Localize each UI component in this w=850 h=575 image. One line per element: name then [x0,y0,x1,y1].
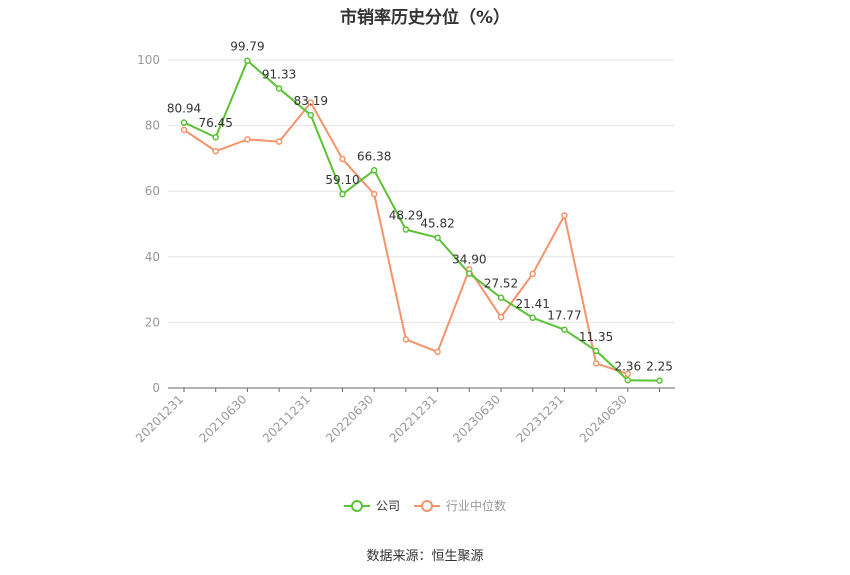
data-label-company: 2.36 [614,359,641,373]
y-axis-ticks: 0 20 40 60 80 100 [137,53,160,395]
grid-lines [168,59,675,323]
data-point-industry [244,136,251,143]
x-tick-label: 20221231 [387,392,440,445]
data-label-company: 17.77 [547,309,581,323]
data-point-industry [402,336,410,343]
data-point-company [656,377,663,384]
data-point-company [497,294,505,301]
data-point-industry [561,212,568,219]
data-label-company: 48.29 [389,209,423,223]
x-tick-label: 20240630 [577,392,630,445]
x-axis: 20201231 20210630 20211231 20220630 20221231… [133,387,675,445]
data-point-industry [212,147,219,155]
data-point-company [339,190,346,198]
x-tick-label: 20211231 [260,392,313,445]
data-point-company [624,377,632,384]
data-point-industry [339,155,346,163]
legend-label-company: 公司 [375,499,400,513]
series-line-company [183,59,660,382]
chart-title: 市销率历史分位（%） [339,8,511,28]
data-point-industry [434,348,441,356]
data-point-industry [529,270,536,278]
data-point-industry [592,360,600,367]
data-point-company [275,85,283,92]
y-tick-label: 20 [145,315,160,329]
data-label-company: 83.19 [294,94,328,108]
data-label-company: 91.33 [262,67,296,81]
y-tick-label: 40 [145,250,160,264]
data-point-company [529,314,536,322]
legend-item-industry[interactable]: 行业中位数 [414,497,506,514]
y-tick-label: 60 [145,184,160,198]
x-tick-label: 20201231 [133,392,186,445]
data-label-company: 34.90 [452,253,486,267]
y-tick-label: 100 [137,53,160,67]
data-label-company: 2.25 [646,360,673,374]
legend-industry-marker-icon [414,499,440,512]
x-tick-label: 20210630 [196,392,249,445]
data-label-company: 27.52 [484,277,518,291]
data-point-company [180,119,188,126]
data-point-company [402,226,410,233]
data-label-company: 59.10 [325,173,359,187]
data-point-industry [307,99,315,106]
data-point-industry [275,138,283,145]
data-label-company: 11.35 [579,330,613,344]
data-point-company [244,57,251,64]
data-point-company [434,234,441,241]
y-tick-label: 80 [145,119,160,133]
data-label-company: 66.38 [357,149,391,163]
legend: 公司 行业中位数 [0,497,850,514]
data-points [180,57,663,384]
data-point-industry [624,370,632,378]
data-point-industry [497,313,505,321]
data-label-company: 21.41 [516,297,550,311]
legend-company-marker-icon [343,499,370,512]
data-point-company [466,270,473,277]
data-point-industry [180,126,188,134]
data-point-industry [370,190,378,198]
data-point-company [212,133,219,141]
legend-label-industry: 行业中位数 [446,499,507,513]
x-tick-label: 20220630 [323,392,376,445]
x-tick-label: 20230630 [450,392,503,445]
series-line-industry [183,101,629,375]
x-tick-label: 20231231 [513,392,566,445]
data-label-company: 99.79 [230,40,264,54]
data-label-company: 45.82 [420,217,454,231]
data-point-company [561,326,568,333]
data-label-company: 80.94 [167,102,201,116]
y-tick-label: 0 [152,381,160,395]
data-point-company [370,167,378,174]
data-point-company [592,347,600,355]
data-point-company [307,111,315,119]
legend-item-company[interactable]: 公司 [343,497,400,514]
data-label-company: 76.45 [199,116,233,130]
data-source: 数据来源：恒生聚源 [366,549,484,564]
